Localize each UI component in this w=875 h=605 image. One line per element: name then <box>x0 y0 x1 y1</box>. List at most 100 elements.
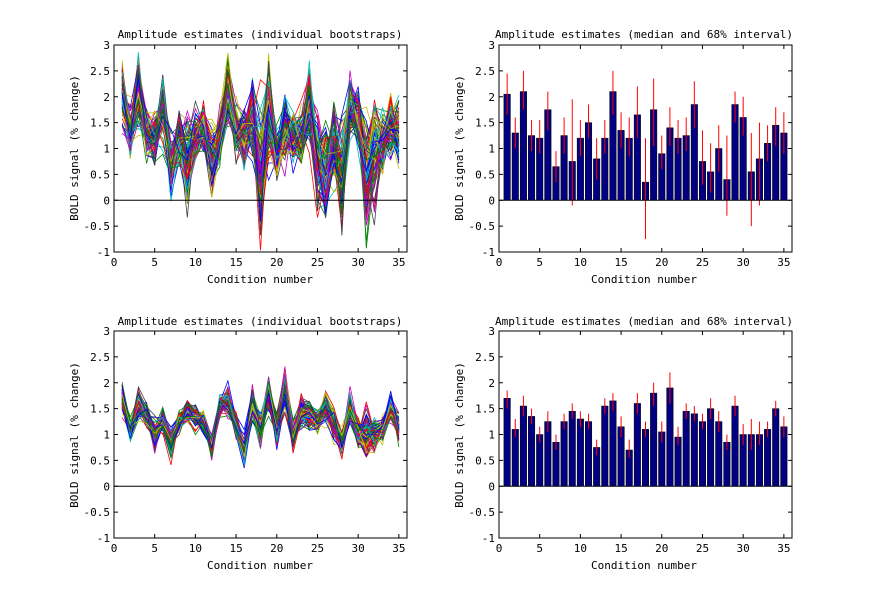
x-tick-label: 30 <box>352 256 365 269</box>
y-tick-label: -1 <box>97 532 110 545</box>
x-tick-label: 15 <box>229 256 242 269</box>
x-tick-label: 25 <box>311 256 324 269</box>
plot-area <box>114 366 407 487</box>
panel-median-bars-top: Amplitude estimates (median and 68% inte… <box>453 28 793 286</box>
y-tick-label: 1 <box>488 143 495 156</box>
panel-median-bars-bottom: Amplitude estimates (median and 68% inte… <box>453 315 793 572</box>
y-tick-label: 1.5 <box>90 403 110 416</box>
y-tick-label: 0.5 <box>475 454 495 467</box>
y-tick-label: 2 <box>488 91 495 104</box>
bootstrap-line <box>121 80 400 190</box>
bar <box>731 405 739 487</box>
bar <box>707 408 715 487</box>
bar <box>641 429 650 487</box>
plot-area <box>114 52 407 251</box>
bar <box>682 410 690 487</box>
bar <box>503 398 511 487</box>
bar <box>511 429 519 487</box>
y-tick-label: 2 <box>488 377 495 390</box>
y-tick-label: 1.5 <box>90 117 110 130</box>
chart-title: Amplitude estimates (individual bootstra… <box>118 28 403 41</box>
x-tick-label: 25 <box>696 256 709 269</box>
x-tick-label: 0 <box>111 542 118 555</box>
x-tick-label: 10 <box>574 256 587 269</box>
y-tick-label: 1 <box>488 429 495 442</box>
bar <box>560 421 568 487</box>
bootstrap-line <box>121 384 400 452</box>
x-tick-label: 35 <box>777 542 790 555</box>
x-tick-label: 0 <box>496 256 503 269</box>
y-tick-label: 2.5 <box>475 65 495 78</box>
x-tick-label: 30 <box>737 542 750 555</box>
bar <box>772 408 780 487</box>
x-tick-label: 25 <box>696 542 709 555</box>
bar <box>585 421 593 487</box>
y-tick-label: 0.5 <box>90 168 110 181</box>
y-tick-label: 2.5 <box>475 351 495 364</box>
x-tick-label: 20 <box>270 256 283 269</box>
y-tick-label: 1.5 <box>475 403 495 416</box>
plot-area <box>499 70 792 240</box>
bar <box>601 405 609 487</box>
x-tick-label: 0 <box>496 542 503 555</box>
chart-title: Amplitude estimates (median and 68% inte… <box>495 315 793 328</box>
y-tick-label: -1 <box>97 246 110 259</box>
y-tick-label: 1 <box>103 143 110 156</box>
y-tick-label: 3 <box>103 39 110 52</box>
x-tick-label: 5 <box>536 256 543 269</box>
chart-title: Amplitude estimates (individual bootstra… <box>118 315 403 328</box>
bar <box>528 416 536 487</box>
y-axis-label: BOLD signal (% change) <box>453 362 466 508</box>
bar <box>690 413 698 487</box>
y-tick-label: 2.5 <box>90 65 110 78</box>
panel-bootstrap-lines-bottom: Amplitude estimates (individual bootstra… <box>68 315 408 572</box>
x-axis-label: Condition number <box>591 559 697 572</box>
plot-area <box>499 372 792 487</box>
y-tick-label: 0 <box>103 194 110 207</box>
chart-title: Amplitude estimates (median and 68% inte… <box>495 28 793 41</box>
x-axis-label: Condition number <box>207 559 313 572</box>
bar <box>519 405 527 487</box>
y-tick-label: 3 <box>488 39 495 52</box>
bar <box>650 392 658 487</box>
y-tick-label: 2.5 <box>90 351 110 364</box>
x-tick-label: 30 <box>737 256 750 269</box>
y-tick-label: 2 <box>103 377 110 390</box>
y-tick-label: 3 <box>103 325 110 338</box>
x-tick-label: 20 <box>270 542 283 555</box>
bootstrap-line <box>121 381 400 452</box>
x-tick-label: 25 <box>311 542 324 555</box>
x-tick-label: 5 <box>151 256 158 269</box>
y-tick-label: -1 <box>482 246 495 259</box>
x-tick-label: 20 <box>655 542 668 555</box>
y-axis-label: BOLD signal (% change) <box>68 75 81 221</box>
x-tick-label: 0 <box>111 256 118 269</box>
y-tick-label: 2 <box>103 91 110 104</box>
y-tick-label: 0 <box>103 480 110 493</box>
y-tick-label: -0.5 <box>469 220 496 233</box>
x-tick-label: 20 <box>655 256 668 269</box>
x-tick-label: 35 <box>392 256 405 269</box>
x-tick-label: 15 <box>614 542 627 555</box>
bar <box>698 421 706 487</box>
y-tick-label: 0 <box>488 480 495 493</box>
y-tick-label: 0 <box>488 194 495 207</box>
y-tick-label: 0.5 <box>90 454 110 467</box>
x-tick-label: 35 <box>392 542 405 555</box>
y-tick-label: -1 <box>482 532 495 545</box>
bar <box>609 400 617 487</box>
bar <box>633 403 641 487</box>
bootstrap-line <box>121 69 399 202</box>
y-tick-label: -0.5 <box>469 506 496 519</box>
bootstrap-line <box>121 372 400 451</box>
x-tick-label: 35 <box>777 256 790 269</box>
y-axis-label: BOLD signal (% change) <box>68 362 81 508</box>
x-tick-label: 30 <box>352 542 365 555</box>
y-axis-label: BOLD signal (% change) <box>453 75 466 221</box>
x-tick-label: 10 <box>189 256 202 269</box>
x-tick-label: 5 <box>536 542 543 555</box>
x-axis-label: Condition number <box>207 273 313 286</box>
x-tick-label: 5 <box>151 542 158 555</box>
panel-bootstrap-lines-top: Amplitude estimates (individual bootstra… <box>68 28 408 286</box>
